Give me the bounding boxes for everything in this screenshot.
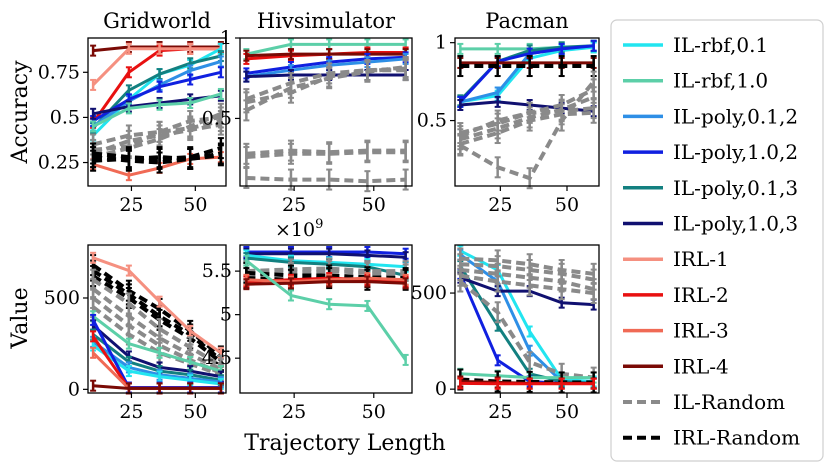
x-tick-label: 25	[282, 194, 306, 216]
series-group	[457, 39, 597, 190]
chart-panel-1: 25 50 0.25 0.5 0.75 Gridworld	[38, 9, 227, 216]
series-line-il-random	[460, 268, 595, 292]
chart-title-pacman: Pacman	[485, 9, 568, 33]
legend-label-irl-4: IRL-4	[673, 354, 729, 378]
series-line-il-random	[91, 287, 222, 372]
legend-label-il-rbf-1-0: IL-rbf,1.0	[673, 69, 768, 93]
axes-frame	[454, 37, 600, 187]
x-tick-label: 50	[555, 401, 579, 423]
x-tick-label: 50	[183, 401, 207, 423]
series-line-il-random	[92, 115, 222, 152]
y-tick-label: 0.75	[38, 61, 80, 83]
legend-label-il-poly-0-1-2: IL-poly,0.1,2	[673, 104, 798, 128]
legend: IL-rbf,0.1 IL-rbf,1.0 IL-poly,0.1,2 IL-poly…	[610, 19, 824, 462]
series-line-il-random	[246, 269, 406, 278]
series-line-il-random	[246, 150, 406, 159]
series-line-il-random	[246, 176, 406, 184]
series-line-il-random	[91, 305, 222, 377]
legend-label-irl-random: IRL-Random	[673, 426, 800, 450]
x-tick-label: 25	[488, 194, 512, 216]
y-tick-label: 0.25	[38, 152, 80, 174]
chart-panel-2: 25 50 0.5 1 Hivsimulator	[202, 9, 413, 216]
axes-frame	[239, 37, 413, 187]
series-group	[90, 251, 224, 395]
y-tick-label: 0	[68, 378, 80, 400]
legend-label-il-random: IL-Random	[673, 390, 785, 414]
y-tick-label: 1	[220, 27, 232, 49]
legend-label-il-poly-1-0-3: IL-poly,1.0,3	[673, 212, 798, 236]
x-tick-label: 25	[282, 401, 306, 423]
x-tick-label: 50	[555, 194, 579, 216]
legend-label-il-rbf-0-1: IL-rbf,0.1	[673, 33, 768, 57]
series-line-il-random	[246, 266, 406, 274]
series-line-il-random	[459, 279, 594, 380]
series-line-irl-4	[246, 52, 406, 58]
series-line-il-poly-1-0-2	[459, 44, 594, 103]
series-line-il-random	[91, 278, 222, 368]
y-label-value: Value	[8, 287, 33, 349]
y-tick-label: 0.5	[417, 110, 447, 132]
offset-multiplier: ×10	[275, 219, 315, 241]
series-line-il-random	[246, 148, 406, 156]
x-tick-label: 50	[362, 401, 386, 423]
offset-text-hivsimulator: ×109	[275, 217, 323, 241]
legend-label-irl-1: IRL-1	[673, 247, 729, 271]
x-tick-label: 25	[119, 194, 143, 216]
chart-panel-3: 25 50 0.5 1 Pacman	[417, 9, 600, 216]
x-axis-label: Trajectory Length	[244, 431, 445, 456]
x-tick-label: 25	[119, 401, 143, 423]
axes-frame	[239, 244, 413, 394]
y-tick-label: 5.5	[202, 260, 232, 282]
series-line-irl-random	[91, 268, 223, 362]
offset-exponent: 9	[315, 217, 323, 232]
y-tick-label: 5	[220, 304, 232, 326]
y-tick-label: 4.5	[202, 347, 232, 369]
y-tick-label: 500	[411, 282, 447, 304]
series-line-il-poly-1-0-3	[246, 252, 406, 259]
chart-panel-5: 25 50 4.5 5 5.5	[202, 244, 413, 423]
y-tick-label: 1	[435, 32, 447, 54]
x-tick-label: 50	[183, 194, 207, 216]
legend-frame	[610, 19, 824, 462]
series-line-il-poly-0-1-3	[246, 256, 406, 277]
axes-frame	[87, 37, 227, 187]
series-line-il-random	[460, 262, 595, 282]
series-group	[243, 38, 409, 193]
legend-label-irl-2: IRL-2	[673, 283, 729, 307]
series-group	[457, 244, 597, 394]
series-line-il-rbf-1-0	[245, 259, 407, 361]
y-tick-label: 0.5	[50, 106, 80, 128]
axes-frame	[454, 244, 600, 394]
series-line-irl-random	[92, 274, 223, 364]
series-line-il-random	[92, 111, 222, 160]
series-group	[243, 245, 409, 366]
x-tick-label: 50	[362, 194, 386, 216]
axes-frame	[87, 244, 227, 394]
series-group	[90, 41, 224, 182]
legend-label-irl-3: IRL-3	[673, 319, 729, 343]
legend-label-il-poly-1-0-2: IL-poly,1.0,2	[673, 140, 798, 164]
y-label-accuracy: Accuracy	[8, 60, 33, 165]
chart-title-gridworld: Gridworld	[103, 9, 211, 33]
chart-title-hivsimulator: Hivsimulator	[257, 9, 396, 33]
y-tick-label: 500	[44, 287, 80, 309]
y-tick-label: 0.5	[202, 107, 232, 129]
legend-label-il-poly-0-1-3: IL-poly,0.1,3	[673, 176, 798, 200]
x-tick-label: 25	[488, 401, 512, 423]
series-line-il-random	[460, 256, 594, 276]
y-tick-label: 0	[435, 378, 447, 400]
